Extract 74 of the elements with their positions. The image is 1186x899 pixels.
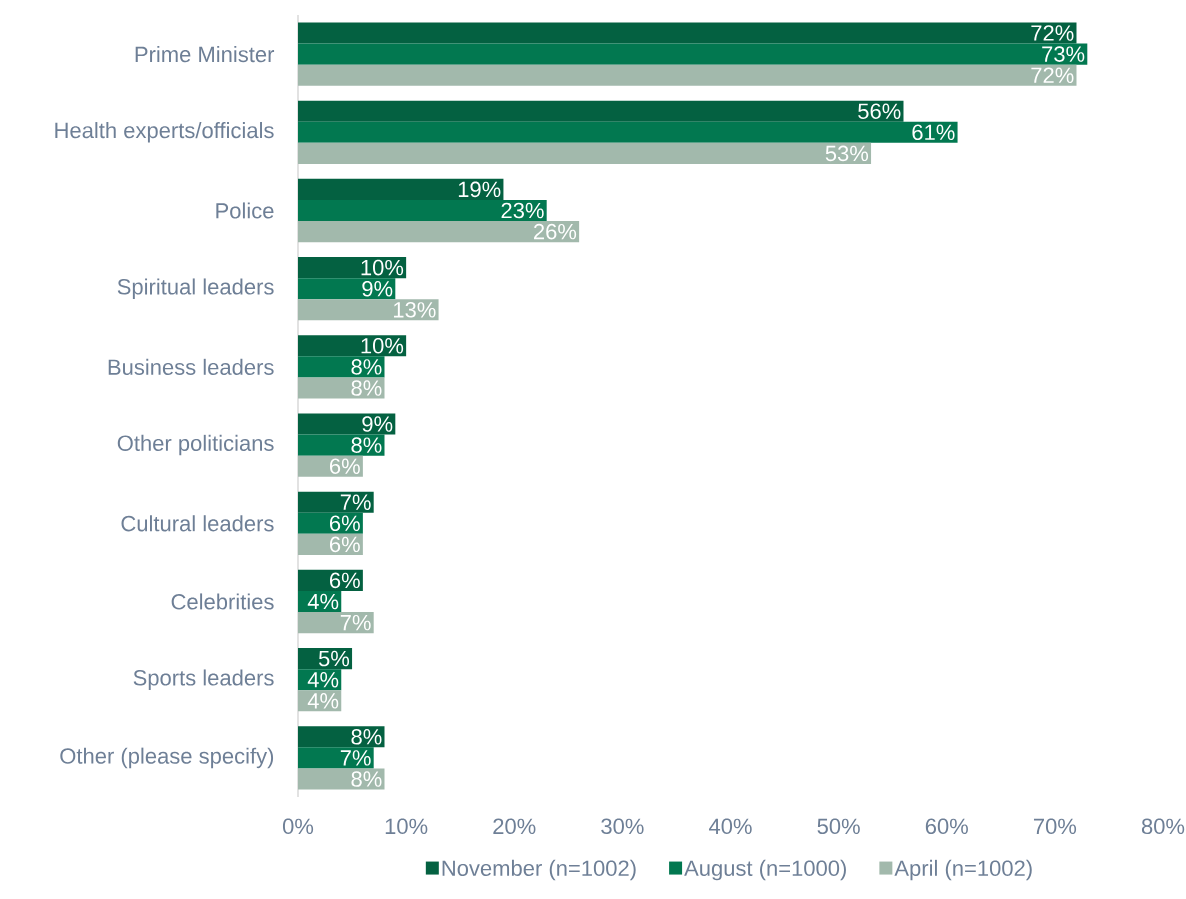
bar xyxy=(298,22,1077,44)
data-label: 8% xyxy=(351,437,382,453)
bar xyxy=(298,335,407,357)
data-label: 73% xyxy=(1042,46,1085,62)
x-tick-label: 50% xyxy=(817,818,860,835)
data-label: 72% xyxy=(1031,67,1074,83)
data-label: 72% xyxy=(1031,25,1074,41)
data-label: 8% xyxy=(351,728,382,745)
x-tick-label: 70% xyxy=(1033,818,1077,835)
legend-label: April (n=1002) xyxy=(894,859,1032,881)
bar xyxy=(298,434,385,456)
bar xyxy=(298,377,385,399)
bar xyxy=(298,747,374,769)
y-tick-label: Celebrities xyxy=(171,593,274,610)
x-tick-label: 60% xyxy=(925,818,968,835)
x-tick-label: 80% xyxy=(1141,818,1185,835)
x-tick-label: 10% xyxy=(385,818,428,835)
bar xyxy=(298,100,904,122)
data-label: 4% xyxy=(307,672,339,688)
bar xyxy=(298,121,958,143)
data-label: 9% xyxy=(362,280,393,297)
data-label: 53% xyxy=(825,145,869,162)
data-label: 56% xyxy=(858,103,901,119)
data-label: 26% xyxy=(534,223,577,240)
bar xyxy=(298,257,407,279)
x-tick-label: 0% xyxy=(282,818,314,835)
bar xyxy=(298,491,374,513)
y-tick-label: Sports leaders xyxy=(133,669,274,690)
bar xyxy=(298,726,385,748)
y-tick-label: Spiritual leaders xyxy=(117,278,274,299)
legend-label: November (n=1002) xyxy=(442,859,636,881)
data-label: 9% xyxy=(362,416,393,432)
data-label: 8% xyxy=(351,771,382,787)
data-label: 8% xyxy=(351,380,382,396)
bar xyxy=(298,356,385,378)
legend-label: August (n=1000) xyxy=(684,859,846,881)
bar xyxy=(298,299,439,321)
y-tick-label: Other (please specify) xyxy=(60,747,274,769)
data-label: 4% xyxy=(307,593,339,610)
data-label: 19% xyxy=(458,181,501,198)
y-tick-label: Other politicians xyxy=(117,434,274,456)
data-label: 7% xyxy=(340,750,371,766)
data-label: 61% xyxy=(912,124,955,141)
bar xyxy=(298,612,374,634)
data-label: 5% xyxy=(318,650,350,667)
y-tick-label: Cultural leaders xyxy=(121,515,274,532)
bar xyxy=(298,278,396,300)
x-tick-label: 40% xyxy=(708,818,752,835)
data-label: 10% xyxy=(361,259,404,276)
x-tick-label: 30% xyxy=(601,818,644,835)
data-label: 4% xyxy=(307,693,339,709)
bar xyxy=(298,199,547,222)
y-tick-label: Prime Minister xyxy=(135,46,275,63)
data-label: 7% xyxy=(340,494,371,510)
bar xyxy=(298,43,1088,65)
data-label: 10% xyxy=(361,337,404,354)
data-label: 23% xyxy=(501,202,544,219)
data-label: 6% xyxy=(329,572,360,589)
bar xyxy=(298,178,504,200)
bar xyxy=(298,142,872,164)
data-label: 6% xyxy=(329,458,360,475)
data-label: 6% xyxy=(329,536,360,553)
data-label: 7% xyxy=(340,614,371,631)
bar xyxy=(298,413,396,435)
bar xyxy=(298,221,580,243)
y-tick-label: Health experts/officials xyxy=(55,122,274,143)
bar xyxy=(298,64,1077,86)
bar xyxy=(298,768,385,790)
y-tick-label: Police xyxy=(216,202,274,219)
x-tick-label: 20% xyxy=(493,818,536,835)
y-tick-label: Business leaders xyxy=(108,358,274,375)
data-label: 6% xyxy=(329,515,360,532)
data-label: 8% xyxy=(351,359,382,375)
data-label: 13% xyxy=(394,302,436,318)
